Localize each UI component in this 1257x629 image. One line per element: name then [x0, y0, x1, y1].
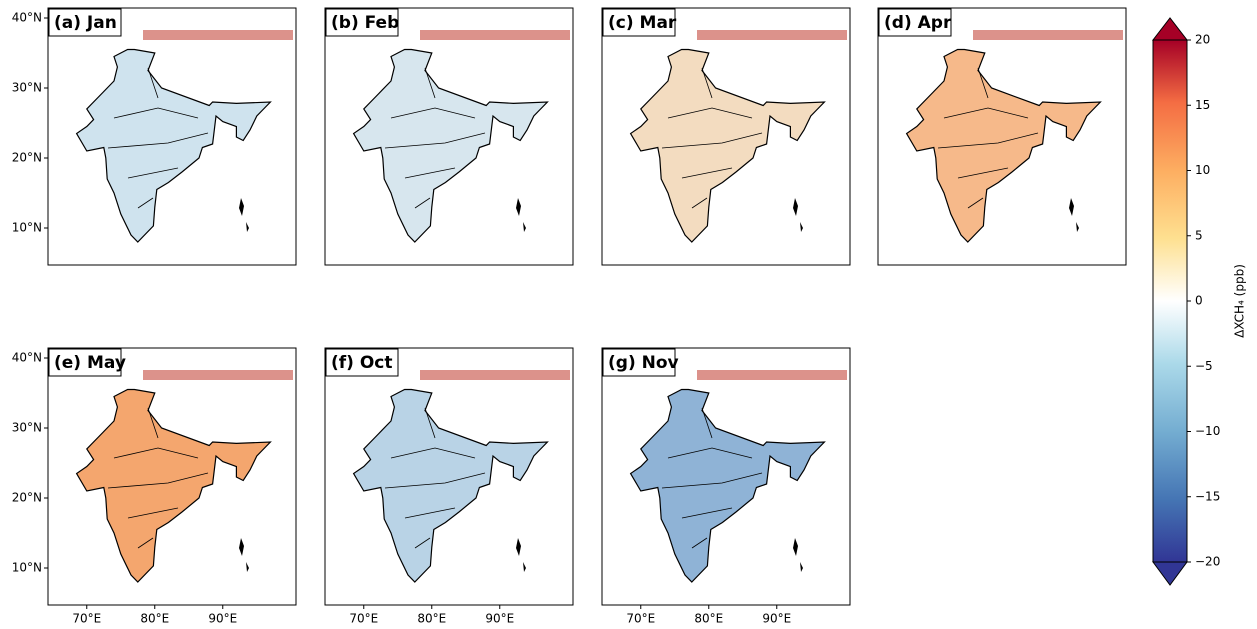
colorbar-label: ΔXCH₄ (ppb): [1233, 264, 1247, 338]
country-map: [77, 30, 293, 242]
colorbar-extend-max: [1153, 18, 1187, 40]
colorbar-tick-label: 20: [1195, 33, 1210, 47]
map-panel: (b) Feb: [325, 8, 573, 265]
panel-label: (f) Oct: [331, 353, 393, 373]
lat-tick-label: 10°N: [12, 561, 42, 575]
panel-label: (a) Jan: [54, 13, 117, 33]
map-panel: (e) May 40°N 30°N 20°N 10°N 70°E 80°E 90°E: [12, 348, 296, 625]
lon-tick-label: 70°E: [72, 612, 101, 626]
colorbar-tick-label: −15: [1195, 489, 1220, 503]
colorbar-tick-label: 0: [1195, 294, 1203, 308]
lon-tick-label: 80°E: [140, 612, 169, 626]
lat-tick-label: 20°N: [12, 491, 42, 505]
lon-tick-label: 80°E: [694, 612, 723, 626]
colorbar: [1153, 40, 1187, 562]
country-map: [631, 370, 847, 582]
panel-label: (b) Feb: [331, 13, 399, 33]
panel-label: (e) May: [54, 353, 126, 373]
country-map: [354, 30, 570, 242]
panel-label: (g) Nov: [608, 353, 679, 373]
map-panel: (d) Apr: [878, 8, 1126, 265]
lon-tick-label: 90°E: [208, 612, 237, 626]
colorbar-tick-label: −5: [1195, 359, 1213, 373]
lat-tick-label: 10°N: [12, 221, 42, 235]
country-map: [907, 30, 1123, 242]
lon-tick-label: 90°E: [485, 612, 514, 626]
figure: (a) Jan 40°N 30°N 20°N 10°N (b) Feb (c) Mar (d)…: [0, 0, 1257, 625]
country-map: [77, 370, 293, 582]
colorbar-tick-label: 10: [1195, 163, 1210, 177]
colorbar-tick-label: −20: [1195, 555, 1220, 569]
colorbar-tick-label: −10: [1195, 424, 1220, 438]
lat-tick-label: 40°N: [12, 351, 42, 365]
map-panel: (a) Jan 40°N 30°N 20°N 10°N: [12, 8, 296, 265]
colorbar-tick-label: 15: [1195, 98, 1210, 112]
lon-tick-label: 70°E: [626, 612, 655, 626]
lat-tick-label: 20°N: [12, 151, 42, 165]
lon-tick-label: 70°E: [349, 612, 378, 626]
colorbar-tick-label: 5: [1195, 228, 1203, 242]
country-map: [631, 30, 847, 242]
map-panel: (g) Nov 70°E 80°E 90°E: [602, 348, 850, 625]
lon-tick-label: 80°E: [417, 612, 446, 626]
map-panel: (c) Mar: [602, 8, 850, 265]
lon-tick-label: 90°E: [762, 612, 791, 626]
lat-tick-label: 40°N: [12, 11, 42, 25]
country-map: [354, 370, 570, 582]
lat-tick-label: 30°N: [12, 421, 42, 435]
panel-label: (d) Apr: [884, 13, 952, 33]
lat-tick-label: 30°N: [12, 81, 42, 95]
panel-label: (c) Mar: [608, 13, 677, 33]
colorbar-extend-min: [1153, 562, 1187, 585]
map-panel: (f) Oct 70°E 80°E 90°E: [325, 348, 573, 625]
